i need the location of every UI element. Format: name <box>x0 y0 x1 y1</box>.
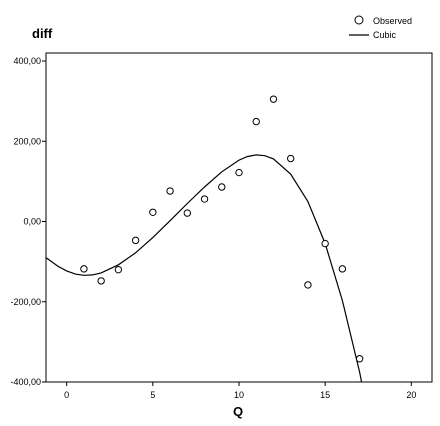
observed-point <box>252 117 260 126</box>
observed-point <box>131 236 140 245</box>
x-tick-label: 0 <box>64 390 69 400</box>
x-axis: 0 5 10 15 20 <box>64 382 416 400</box>
y-axis: 400,00 200,00 0,00 -200,00 -400,00 <box>10 56 46 387</box>
observed-point <box>218 183 226 191</box>
x-axis-title: Q <box>233 404 243 419</box>
y-tick-label: 200,00 <box>13 136 41 146</box>
observed-point <box>304 281 312 289</box>
y-tick-label: 400,00 <box>13 56 41 66</box>
plot-marks <box>46 95 364 382</box>
observed-point <box>114 265 123 274</box>
y-axis-title: diff <box>32 26 53 41</box>
y-tick-label: 0,00 <box>23 217 41 227</box>
cubic-fit-line <box>46 154 363 382</box>
legend-label-observed: Observed <box>373 16 412 26</box>
y-tick-label: -200,00 <box>10 297 41 307</box>
plot-area-frame <box>45 52 433 383</box>
observed-point <box>286 154 295 163</box>
x-tick-label: 10 <box>234 390 244 400</box>
legend: Observed Cubic <box>349 15 412 40</box>
observed-point <box>338 265 347 273</box>
x-tick-label: 15 <box>320 390 330 400</box>
observed-point <box>269 95 278 103</box>
legend-label-cubic: Cubic <box>373 30 397 40</box>
x-tick-label: 20 <box>406 390 416 400</box>
x-tick-label: 5 <box>150 390 155 400</box>
y-tick-label: -400,00 <box>10 377 41 387</box>
observed-point <box>97 277 105 285</box>
legend-marker-observed <box>354 15 364 25</box>
observed-point <box>166 187 174 195</box>
observed-point <box>200 195 209 203</box>
observed-point <box>355 355 364 363</box>
observed-point <box>235 168 243 177</box>
observed-point <box>321 239 329 248</box>
observed-point <box>149 208 157 216</box>
observed-point <box>80 265 88 273</box>
observed-point <box>183 209 192 217</box>
